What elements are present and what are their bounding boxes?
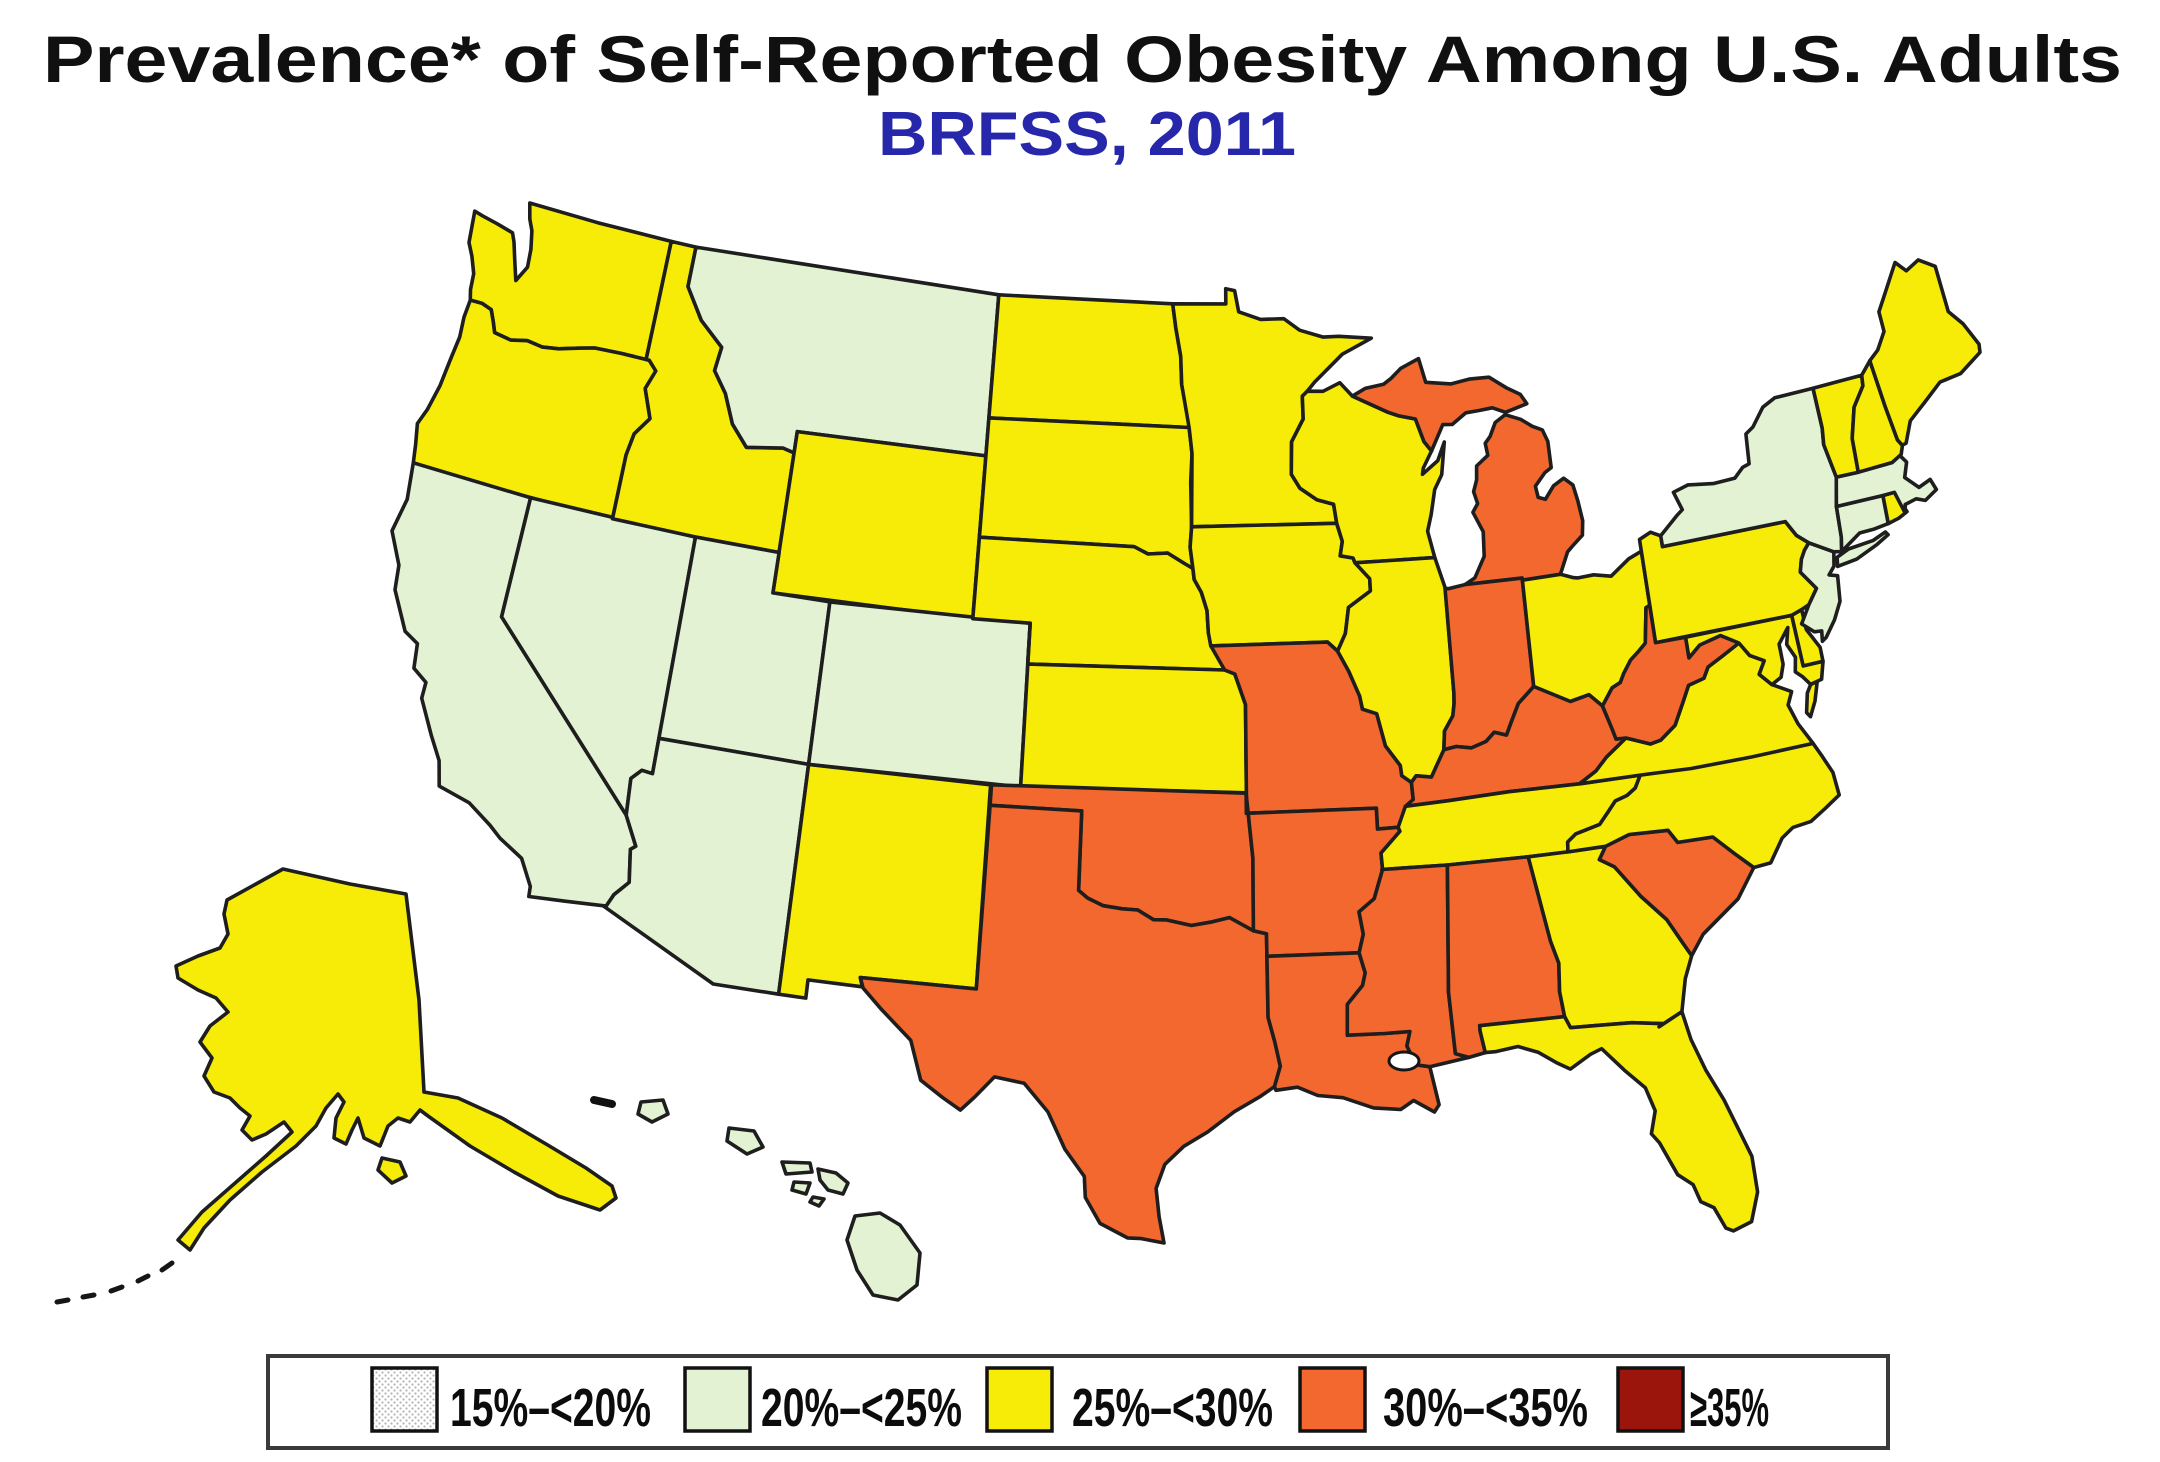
- svg-text:25%–<30%: 25%–<30%: [1072, 1378, 1273, 1438]
- svg-text:30%–<35%: 30%–<35%: [1383, 1378, 1588, 1438]
- svg-text:20%–<25%: 20%–<25%: [761, 1378, 962, 1438]
- svg-text:Prevalence* of Self-Reported O: Prevalence* of Self-Reported Obesity Amo…: [43, 22, 2122, 96]
- svg-text:≥35%: ≥35%: [1690, 1378, 1769, 1438]
- svg-text:BRFSS, 2011: BRFSS, 2011: [878, 100, 1296, 169]
- svg-text:15%–<20%: 15%–<20%: [450, 1378, 651, 1438]
